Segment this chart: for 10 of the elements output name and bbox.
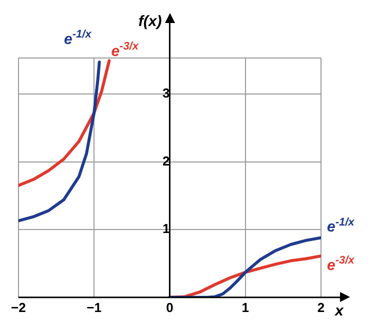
x-axis-title: x — [334, 302, 344, 320]
x-tick-label: 2 — [317, 300, 325, 315]
x-tick-label: 0 — [166, 300, 174, 315]
x-tick-label: 1 — [242, 300, 249, 315]
x-tick-label: −1 — [86, 300, 102, 315]
y-tick-label: 2 — [162, 153, 170, 168]
y-tick-label: 1 — [162, 221, 170, 236]
x-tick-label: −2 — [10, 300, 26, 315]
y-tick-label: 3 — [162, 86, 170, 101]
y-axis-title: f(x) — [138, 13, 162, 30]
